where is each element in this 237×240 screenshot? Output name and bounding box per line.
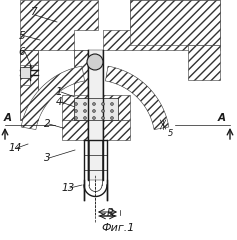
Text: A: A	[4, 113, 12, 123]
Circle shape	[83, 116, 87, 120]
Bar	[20, 50, 38, 120]
Circle shape	[110, 102, 114, 106]
Circle shape	[101, 109, 105, 113]
Polygon shape	[62, 95, 130, 120]
Circle shape	[101, 102, 105, 106]
Text: 7: 7	[30, 7, 36, 17]
Text: 5: 5	[19, 31, 25, 41]
Text: 14: 14	[8, 143, 22, 153]
Bar	[74, 98, 118, 120]
Text: 13: 13	[61, 183, 75, 193]
Circle shape	[87, 54, 103, 70]
Circle shape	[74, 109, 77, 113]
Circle shape	[74, 116, 77, 120]
Circle shape	[110, 109, 114, 113]
Bar	[74, 50, 98, 120]
Polygon shape	[130, 0, 220, 45]
Text: 1: 1	[56, 87, 62, 97]
Polygon shape	[62, 120, 130, 140]
Circle shape	[74, 102, 77, 106]
Circle shape	[101, 116, 105, 120]
Polygon shape	[20, 0, 98, 50]
Polygon shape	[105, 66, 169, 130]
Text: 4: 4	[56, 97, 62, 107]
Text: A: A	[218, 113, 226, 123]
Circle shape	[92, 116, 96, 120]
Text: 5: 5	[168, 128, 174, 138]
Polygon shape	[21, 66, 85, 130]
Bar	[20, 67, 30, 78]
Circle shape	[92, 102, 96, 106]
Polygon shape	[20, 65, 38, 85]
Circle shape	[92, 109, 96, 113]
Text: Фиг.1: Фиг.1	[101, 223, 135, 233]
Polygon shape	[188, 45, 220, 80]
Text: 6: 6	[19, 47, 25, 57]
Text: R: R	[106, 208, 114, 218]
Polygon shape	[103, 0, 220, 50]
Circle shape	[83, 109, 87, 113]
Text: 3: 3	[44, 153, 50, 163]
Bar	[88, 50, 103, 180]
Circle shape	[83, 102, 87, 106]
Circle shape	[110, 116, 114, 120]
Text: 2: 2	[44, 119, 50, 129]
